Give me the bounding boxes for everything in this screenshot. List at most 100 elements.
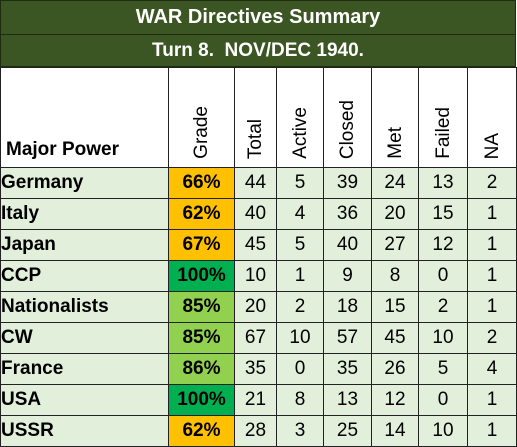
header-met-label: Met	[384, 127, 406, 159]
header-total-label: Total	[245, 118, 266, 159]
met-cell[interactable]: 12	[371, 384, 419, 416]
closed-cell[interactable]: 9	[323, 260, 372, 292]
na-cell[interactable]: 2	[467, 322, 517, 354]
power-cell[interactable]: France	[0, 353, 169, 385]
power-cell[interactable]: Germany	[0, 167, 169, 199]
failed-cell[interactable]: 0	[418, 384, 468, 416]
closed-cell[interactable]: 40	[323, 229, 372, 261]
active-cell[interactable]: 1	[276, 260, 324, 292]
active-cell[interactable]: 0	[276, 353, 324, 385]
na-cell[interactable]: 1	[467, 229, 517, 261]
header-met[interactable]: Met	[371, 67, 419, 168]
total-cell[interactable]: 21	[234, 384, 277, 416]
na-cell[interactable]: 1	[467, 384, 517, 416]
met-cell[interactable]: 14	[371, 415, 419, 447]
header-closed[interactable]: Closed	[323, 67, 372, 168]
table-row: Germany 66% 44 5 39 24 13 2	[0, 167, 517, 199]
power-cell[interactable]: Italy	[0, 198, 169, 230]
failed-cell[interactable]: 13	[418, 167, 468, 199]
na-cell[interactable]: 1	[467, 415, 517, 447]
power-cell[interactable]: USA	[0, 384, 169, 416]
header-closed-label: Closed	[337, 99, 358, 159]
total-cell[interactable]: 45	[234, 229, 277, 261]
met-cell[interactable]: 26	[371, 353, 419, 385]
table-row: Nationalists 85% 20 2 18 15 2 1	[0, 291, 517, 323]
total-cell[interactable]: 44	[234, 167, 277, 199]
closed-cell[interactable]: 13	[323, 384, 372, 416]
failed-cell[interactable]: 2	[418, 291, 468, 323]
sheet-title: WAR Directives Summary	[0, 0, 516, 35]
closed-cell[interactable]: 18	[323, 291, 372, 323]
power-cell[interactable]: Nationalists	[0, 291, 169, 323]
active-cell[interactable]: 8	[276, 384, 324, 416]
failed-cell[interactable]: 5	[418, 353, 468, 385]
active-cell[interactable]: 5	[276, 167, 324, 199]
closed-cell[interactable]: 39	[323, 167, 372, 199]
closed-cell[interactable]: 57	[323, 322, 372, 354]
grade-cell[interactable]: 100%	[168, 260, 235, 292]
failed-cell[interactable]: 12	[418, 229, 468, 261]
table-row: USSR 62% 28 3 25 14 10 1	[0, 415, 517, 447]
active-cell[interactable]: 3	[276, 415, 324, 447]
header-active-label: Active	[289, 107, 311, 159]
header-row: Major Power Grade Total Active Closed Me…	[0, 67, 517, 168]
na-cell[interactable]: 1	[467, 260, 517, 292]
table-row: USA 100% 21 8 13 12 0 1	[0, 384, 517, 416]
grade-cell[interactable]: 100%	[168, 384, 235, 416]
grade-cell[interactable]: 67%	[168, 229, 235, 261]
na-cell[interactable]: 4	[467, 353, 517, 385]
power-cell[interactable]: USSR	[0, 415, 169, 447]
active-cell[interactable]: 5	[276, 229, 324, 261]
failed-cell[interactable]: 15	[418, 198, 468, 230]
grade-cell[interactable]: 62%	[168, 415, 235, 447]
header-active[interactable]: Active	[276, 67, 324, 168]
met-cell[interactable]: 45	[371, 322, 419, 354]
header-major-power[interactable]: Major Power	[0, 67, 169, 168]
met-cell[interactable]: 8	[371, 260, 419, 292]
met-cell[interactable]: 15	[371, 291, 419, 323]
met-cell[interactable]: 20	[371, 198, 419, 230]
grade-cell[interactable]: 62%	[168, 198, 235, 230]
met-cell[interactable]: 24	[371, 167, 419, 199]
closed-cell[interactable]: 35	[323, 353, 372, 385]
total-cell[interactable]: 40	[234, 198, 277, 230]
table-row: France 86% 35 0 35 26 5 4	[0, 353, 517, 385]
closed-cell[interactable]: 25	[323, 415, 372, 447]
na-cell[interactable]: 2	[467, 167, 517, 199]
total-cell[interactable]: 28	[234, 415, 277, 447]
header-na-label: NA	[481, 132, 503, 159]
active-cell[interactable]: 2	[276, 291, 324, 323]
grade-cell[interactable]: 85%	[168, 291, 235, 323]
failed-cell[interactable]: 10	[418, 415, 468, 447]
closed-cell[interactable]: 36	[323, 198, 372, 230]
power-cell[interactable]: Japan	[0, 229, 169, 261]
grade-cell[interactable]: 86%	[168, 353, 235, 385]
total-cell[interactable]: 67	[234, 322, 277, 354]
power-cell[interactable]: CCP	[0, 260, 169, 292]
na-cell[interactable]: 1	[467, 291, 517, 323]
header-total[interactable]: Total	[234, 67, 277, 168]
power-cell[interactable]: CW	[0, 322, 169, 354]
header-failed[interactable]: Failed	[418, 67, 468, 168]
na-cell[interactable]: 1	[467, 198, 517, 230]
grade-cell[interactable]: 66%	[168, 167, 235, 199]
summary-table: Major Power Grade Total Active Closed Me…	[0, 67, 517, 447]
grade-cell[interactable]: 85%	[168, 322, 235, 354]
total-cell[interactable]: 35	[234, 353, 277, 385]
failed-cell[interactable]: 0	[418, 260, 468, 292]
table-row: Japan 67% 45 5 40 27 12 1	[0, 229, 517, 261]
table-row: CW 85% 67 10 57 45 10 2	[0, 322, 517, 354]
header-na[interactable]: NA	[467, 67, 517, 168]
table-row: CCP 100% 10 1 9 8 0 1	[0, 260, 517, 292]
turn-label: Turn 8. NOV/DEC 1940.	[0, 35, 516, 67]
met-cell[interactable]: 27	[371, 229, 419, 261]
failed-cell[interactable]: 10	[418, 322, 468, 354]
table-row: Italy 62% 40 4 36 20 15 1	[0, 198, 517, 230]
total-cell[interactable]: 10	[234, 260, 277, 292]
header-failed-label: Failed	[432, 107, 454, 159]
total-cell[interactable]: 20	[234, 291, 277, 323]
header-grade[interactable]: Grade	[168, 67, 235, 168]
active-cell[interactable]: 10	[276, 322, 324, 354]
active-cell[interactable]: 4	[276, 198, 324, 230]
